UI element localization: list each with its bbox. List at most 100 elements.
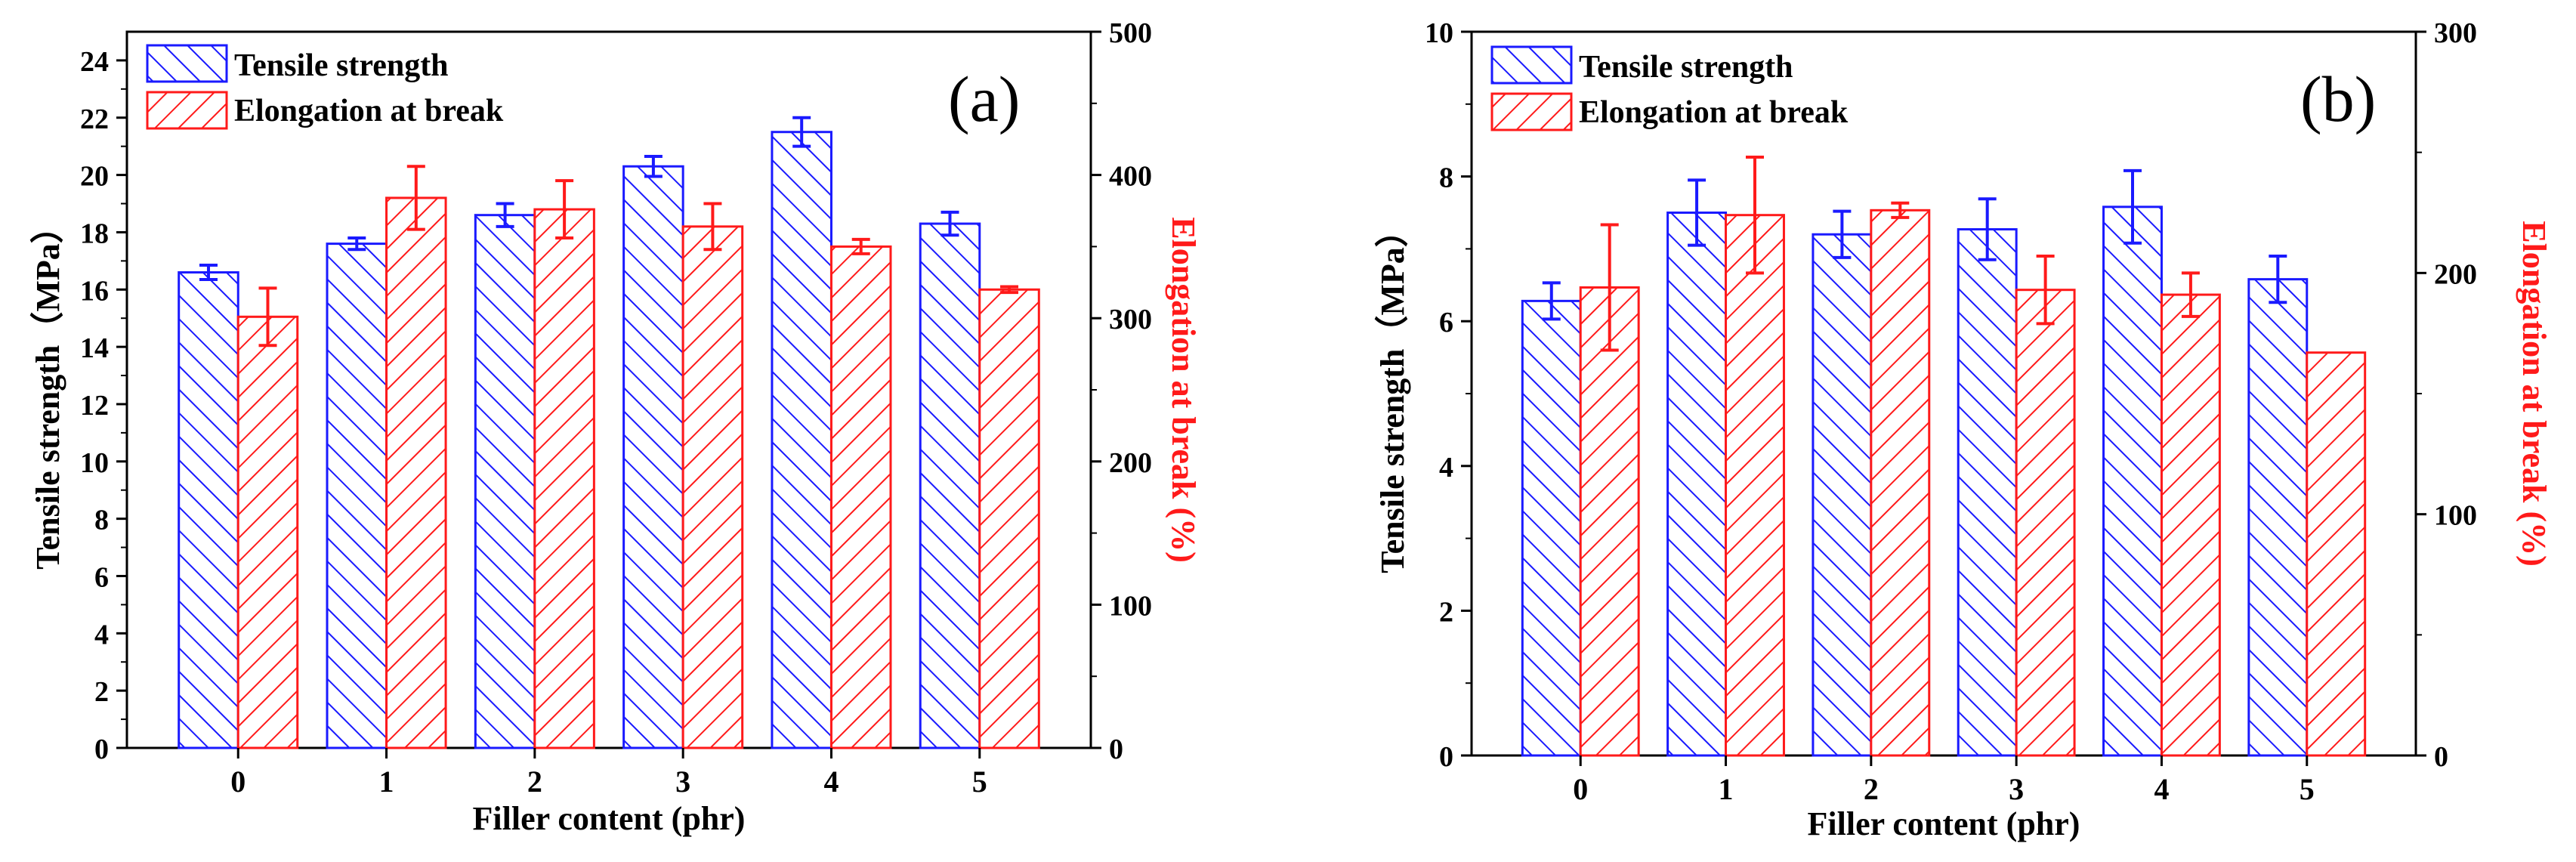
ytick-label-left-a-14: 14 (80, 332, 109, 364)
legend-a: Tensile strength Elongation at break (146, 44, 504, 130)
errorbar-elongation-b-4 (2181, 271, 2200, 318)
xtick-label-a-3: 3 (675, 765, 690, 799)
bar-tensile-a-4 (771, 131, 832, 749)
errorbar-tensile-b-5 (2269, 254, 2287, 304)
xtick-label-a-0: 0 (230, 765, 246, 799)
ytick-label-right-a-100: 100 (1109, 590, 1152, 622)
errorbar-tensile-b-1 (1688, 178, 1707, 247)
bar-tensile-b-1 (1666, 212, 1728, 757)
bar-tensile-a-5 (919, 222, 981, 749)
xtick-label-a-4: 4 (823, 765, 839, 799)
legend-label-tensile-a: Tensile strength (234, 48, 449, 83)
errorbar-tensile-a-2 (496, 202, 514, 228)
ytick-label-right-b-300: 300 (2434, 17, 2477, 49)
ylabel-right-a: Elongation at break (%) (1165, 217, 1202, 563)
errorbar-elongation-a-0 (258, 286, 277, 348)
legend-label-elongation-b: Elongation at break (1579, 95, 1849, 130)
ytick-label-left-a-8: 8 (94, 505, 109, 536)
errorbar-elongation-b-2 (1891, 201, 1910, 219)
ytick-label-left-a-12: 12 (80, 390, 109, 422)
bar-tensile-b-2 (1812, 233, 1873, 757)
errorbar-elongation-a-4 (851, 237, 870, 255)
ytick-label-right-b-0: 0 (2434, 741, 2448, 773)
bar-elongation-b-2 (1870, 209, 1931, 757)
panel-label-b: (b) (2300, 63, 2376, 135)
bar-elongation-b-3 (2015, 289, 2076, 757)
xtick-label-b-3: 3 (2009, 772, 2024, 806)
legend-label-elongation-a: Elongation at break (234, 94, 504, 128)
ytick-label-left-b-8: 8 (1439, 162, 1453, 194)
errorbar-tensile-a-1 (347, 236, 366, 252)
errorbar-tensile-b-3 (1978, 197, 1997, 261)
errorbar-tensile-b-2 (1833, 209, 1852, 259)
errorbar-tensile-b-4 (2124, 168, 2142, 245)
legend-b: Tensile strength Elongation at break (1490, 45, 1849, 131)
errorbar-tensile-a-0 (199, 264, 218, 282)
axes-a: 0 1 2 3 4 50246810121416182022240100200300400… (80, 17, 1152, 799)
bar-elongation-b-4 (2160, 293, 2221, 757)
xlabel-a: Filler content (phr) (473, 800, 746, 837)
ytick-label-right-b-200: 200 (2434, 258, 2477, 290)
ytick-label-left-a-18: 18 (80, 218, 109, 249)
errorbar-elongation-a-2 (555, 179, 574, 240)
bars-a (178, 116, 1040, 749)
errorbar-elongation-a-1 (406, 165, 425, 231)
ytick-label-left-b-2: 2 (1439, 596, 1453, 628)
bar-tensile-b-3 (1957, 228, 2018, 757)
legend-swatch-elongation-a (146, 91, 228, 130)
errorbar-tensile-b-0 (1542, 281, 1561, 321)
bar-elongation-b-0 (1579, 286, 1640, 757)
ytick-label-left-b-0: 0 (1439, 741, 1453, 773)
ytick-label-left-a-2: 2 (94, 676, 109, 708)
errorbar-elongation-a-3 (703, 202, 722, 252)
ytick-label-left-a-0: 0 (94, 734, 109, 765)
ytick-label-left-a-10: 10 (80, 447, 109, 479)
panel-a: 0 1 2 3 4 50246810121416182022240100200300400… (29, 17, 1202, 837)
errorbar-elongation-b-3 (2036, 254, 2055, 326)
bars-b (1521, 156, 2367, 757)
ytick-label-left-a-4: 4 (94, 619, 109, 650)
ytick-label-right-a-200: 200 (1109, 447, 1152, 479)
ytick-label-left-b-10: 10 (1425, 17, 1453, 49)
xlabel-b: Filler content (phr) (1808, 805, 2080, 842)
ytick-label-left-a-16: 16 (80, 275, 109, 307)
bar-tensile-a-2 (474, 214, 536, 749)
ytick-label-left-b-6: 6 (1439, 307, 1453, 338)
bar-tensile-a-0 (178, 271, 239, 749)
xtick-label-b-1: 1 (1719, 772, 1734, 806)
ytick-label-right-a-0: 0 (1109, 734, 1123, 765)
bar-elongation-a-0 (236, 315, 299, 749)
bar-tensile-a-1 (326, 243, 388, 749)
ytick-label-right-a-500: 500 (1109, 17, 1152, 49)
ylabel-right-b: Elongation at break (%) (2516, 221, 2553, 567)
errorbar-elongation-a-5 (1000, 285, 1019, 295)
errorbar-elongation-b-1 (1746, 156, 1764, 275)
xtick-label-b-0: 0 (1573, 772, 1588, 806)
xtick-label-a-1: 1 (379, 765, 394, 799)
bar-tensile-a-3 (622, 165, 684, 749)
bar-elongation-b-5 (2306, 351, 2367, 757)
ytick-label-left-b-4: 4 (1439, 452, 1453, 484)
xtick-label-b-2: 2 (1864, 772, 1879, 806)
bar-tensile-b-4 (2102, 205, 2163, 757)
ytick-label-left-a-6: 6 (94, 561, 109, 593)
ytick-label-right-b-100: 100 (2434, 500, 2477, 532)
panel-label-a: (a) (948, 63, 1020, 135)
ytick-label-right-a-300: 300 (1109, 304, 1152, 335)
bar-tensile-b-0 (1521, 299, 1582, 757)
ylabel-left-a: Tensile strength（MPa） (29, 210, 66, 569)
legend-label-tensile-b: Tensile strength (1579, 50, 1793, 85)
bar-elongation-a-1 (385, 196, 447, 749)
xtick-label-a-5: 5 (972, 765, 987, 799)
errorbar-tensile-a-3 (644, 154, 663, 178)
bar-elongation-a-2 (533, 208, 595, 749)
errorbar-elongation-b-0 (1600, 223, 1619, 352)
ytick-label-left-a-20: 20 (80, 161, 109, 193)
legend-swatch-tensile-a (146, 44, 228, 83)
ytick-label-left-a-22: 22 (80, 104, 109, 135)
bar-elongation-a-4 (829, 245, 892, 749)
legend-swatch-tensile-b (1490, 45, 1573, 85)
legend-swatch-elongation-b (1490, 92, 1573, 131)
ytick-label-right-a-400: 400 (1109, 161, 1152, 193)
